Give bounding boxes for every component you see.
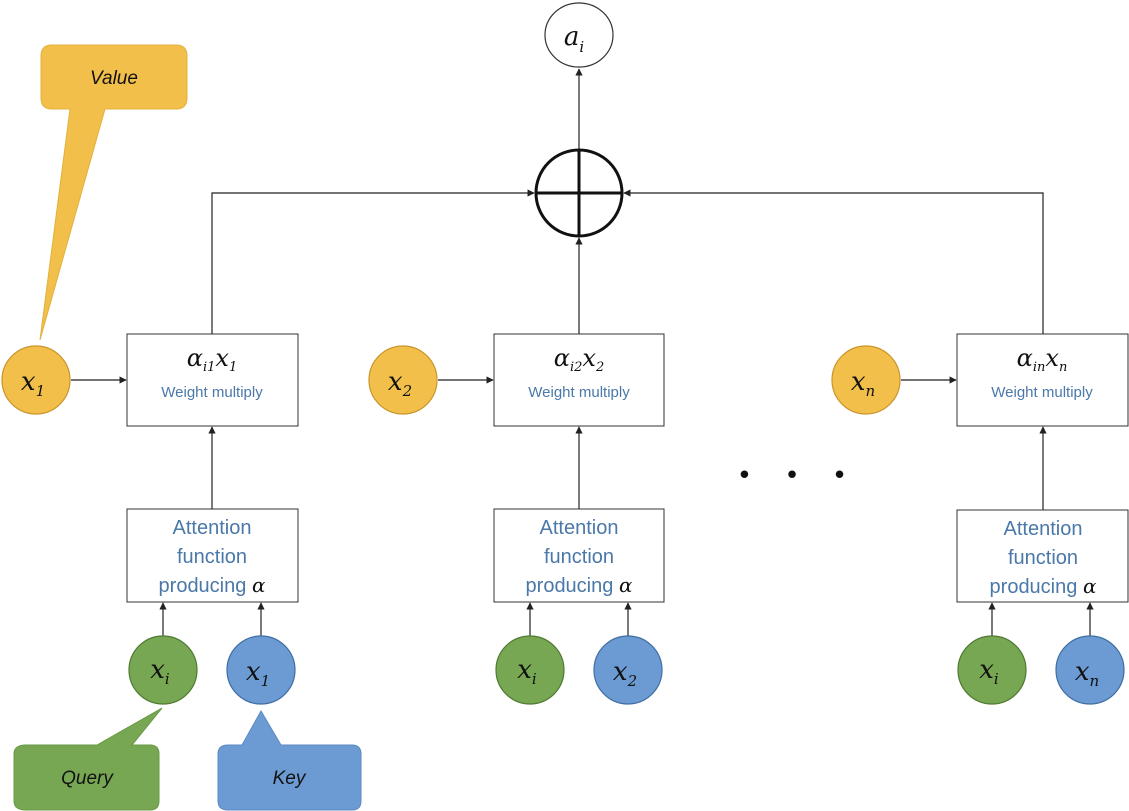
attention-box-n-line1: Attention	[1004, 518, 1083, 540]
key-node-2-circle	[593, 635, 663, 705]
attention-box-1: Attention function producing α	[126, 508, 299, 603]
attention-box-2-line1: Attention	[540, 517, 619, 539]
output-node: ai	[544, 2, 614, 68]
attention-box-1-rect	[126, 508, 299, 603]
output-node-label: ai	[564, 22, 585, 56]
query-node-n-label: xi	[979, 655, 999, 688]
key-node-n: xn	[1055, 635, 1125, 705]
column-1: x1 αi1x1 Weight multiply Attention funct…	[1, 333, 299, 705]
weight-box-n-label: Weight multiply	[991, 384, 1093, 401]
key-node-2-label: x2	[613, 657, 637, 690]
key-node-n-label: xn	[1075, 657, 1099, 690]
query-callout-shape	[13, 707, 163, 811]
summation-node	[534, 148, 624, 238]
weight-box-1-label: Weight multiply	[161, 384, 263, 401]
value-callout-shape	[39, 44, 188, 341]
key-node-2: x2	[593, 635, 663, 705]
value-node-1-label: x1	[21, 367, 45, 400]
key-callout-label: Key	[273, 768, 307, 789]
query-callout: Query	[13, 707, 163, 811]
query-node-n-circle	[957, 635, 1027, 705]
key-node-1: x1	[226, 635, 296, 705]
key-node-1-circle	[226, 635, 296, 705]
key-node-1-label: x1	[246, 657, 270, 690]
query-node-2-circle	[495, 635, 565, 705]
column-2: x2 αi2x2 Weight multiply Attention funct…	[368, 333, 665, 705]
weight-box-n: αinxn Weight multiply	[956, 333, 1129, 427]
query-node-1: xi	[128, 635, 198, 705]
value-node-n-label: xn	[851, 367, 875, 400]
value-node-2-circle	[368, 345, 438, 415]
query-node-1-circle	[128, 635, 198, 705]
value-node-n: xn	[831, 345, 901, 415]
weight-box-2: αi2x2 Weight multiply	[493, 333, 665, 427]
attention-box-1-line1: Attention	[173, 517, 252, 539]
column-n: xn αinxn Weight multiply Attention funct…	[831, 333, 1129, 705]
attention-box-n: Attention function producing α	[956, 509, 1129, 603]
attention-box-2: Attention function producing α	[493, 508, 665, 603]
value-node-2-label: x2	[388, 367, 412, 400]
query-node-n: xi	[957, 635, 1027, 705]
weight-box-n-rect	[956, 333, 1129, 427]
value-node-1: x1	[1, 345, 71, 415]
value-callout-label: Value	[90, 68, 138, 89]
col3-to-sum-line	[623, 189, 1044, 334]
col1-to-sum-line	[211, 189, 535, 334]
weight-box-2-label: Weight multiply	[528, 384, 630, 401]
query-callout-label: Query	[61, 768, 114, 789]
attention-box-n-line3: producing α	[990, 574, 1097, 598]
query-node-1-label: xi	[150, 655, 170, 688]
query-node-2: xi	[495, 635, 565, 705]
weight-box-1-rect	[126, 333, 299, 427]
key-callout: Key	[217, 709, 362, 811]
ellipsis: • • •	[737, 461, 860, 491]
value-node-1-circle	[1, 345, 71, 415]
attention-box-1-line2: function	[177, 546, 247, 568]
attention-box-n-rect	[956, 509, 1129, 603]
value-node-2: x2	[368, 345, 438, 415]
attention-box-2-rect	[493, 508, 665, 603]
weight-box-2-rect	[493, 333, 665, 427]
value-callout: Value	[39, 44, 188, 341]
attention-box-n-line2: function	[1008, 547, 1078, 569]
attention-box-1-line3: producing α	[159, 573, 266, 597]
key-node-n-circle	[1055, 635, 1125, 705]
attention-box-2-line2: function	[544, 546, 614, 568]
query-node-2-label: xi	[517, 655, 537, 688]
key-callout-shape	[217, 709, 362, 811]
value-node-n-circle	[831, 345, 901, 415]
weight-box-1: αi1x1 Weight multiply	[126, 333, 299, 427]
attention-box-2-line3: producing α	[526, 573, 633, 597]
output-node-circle	[544, 2, 614, 68]
